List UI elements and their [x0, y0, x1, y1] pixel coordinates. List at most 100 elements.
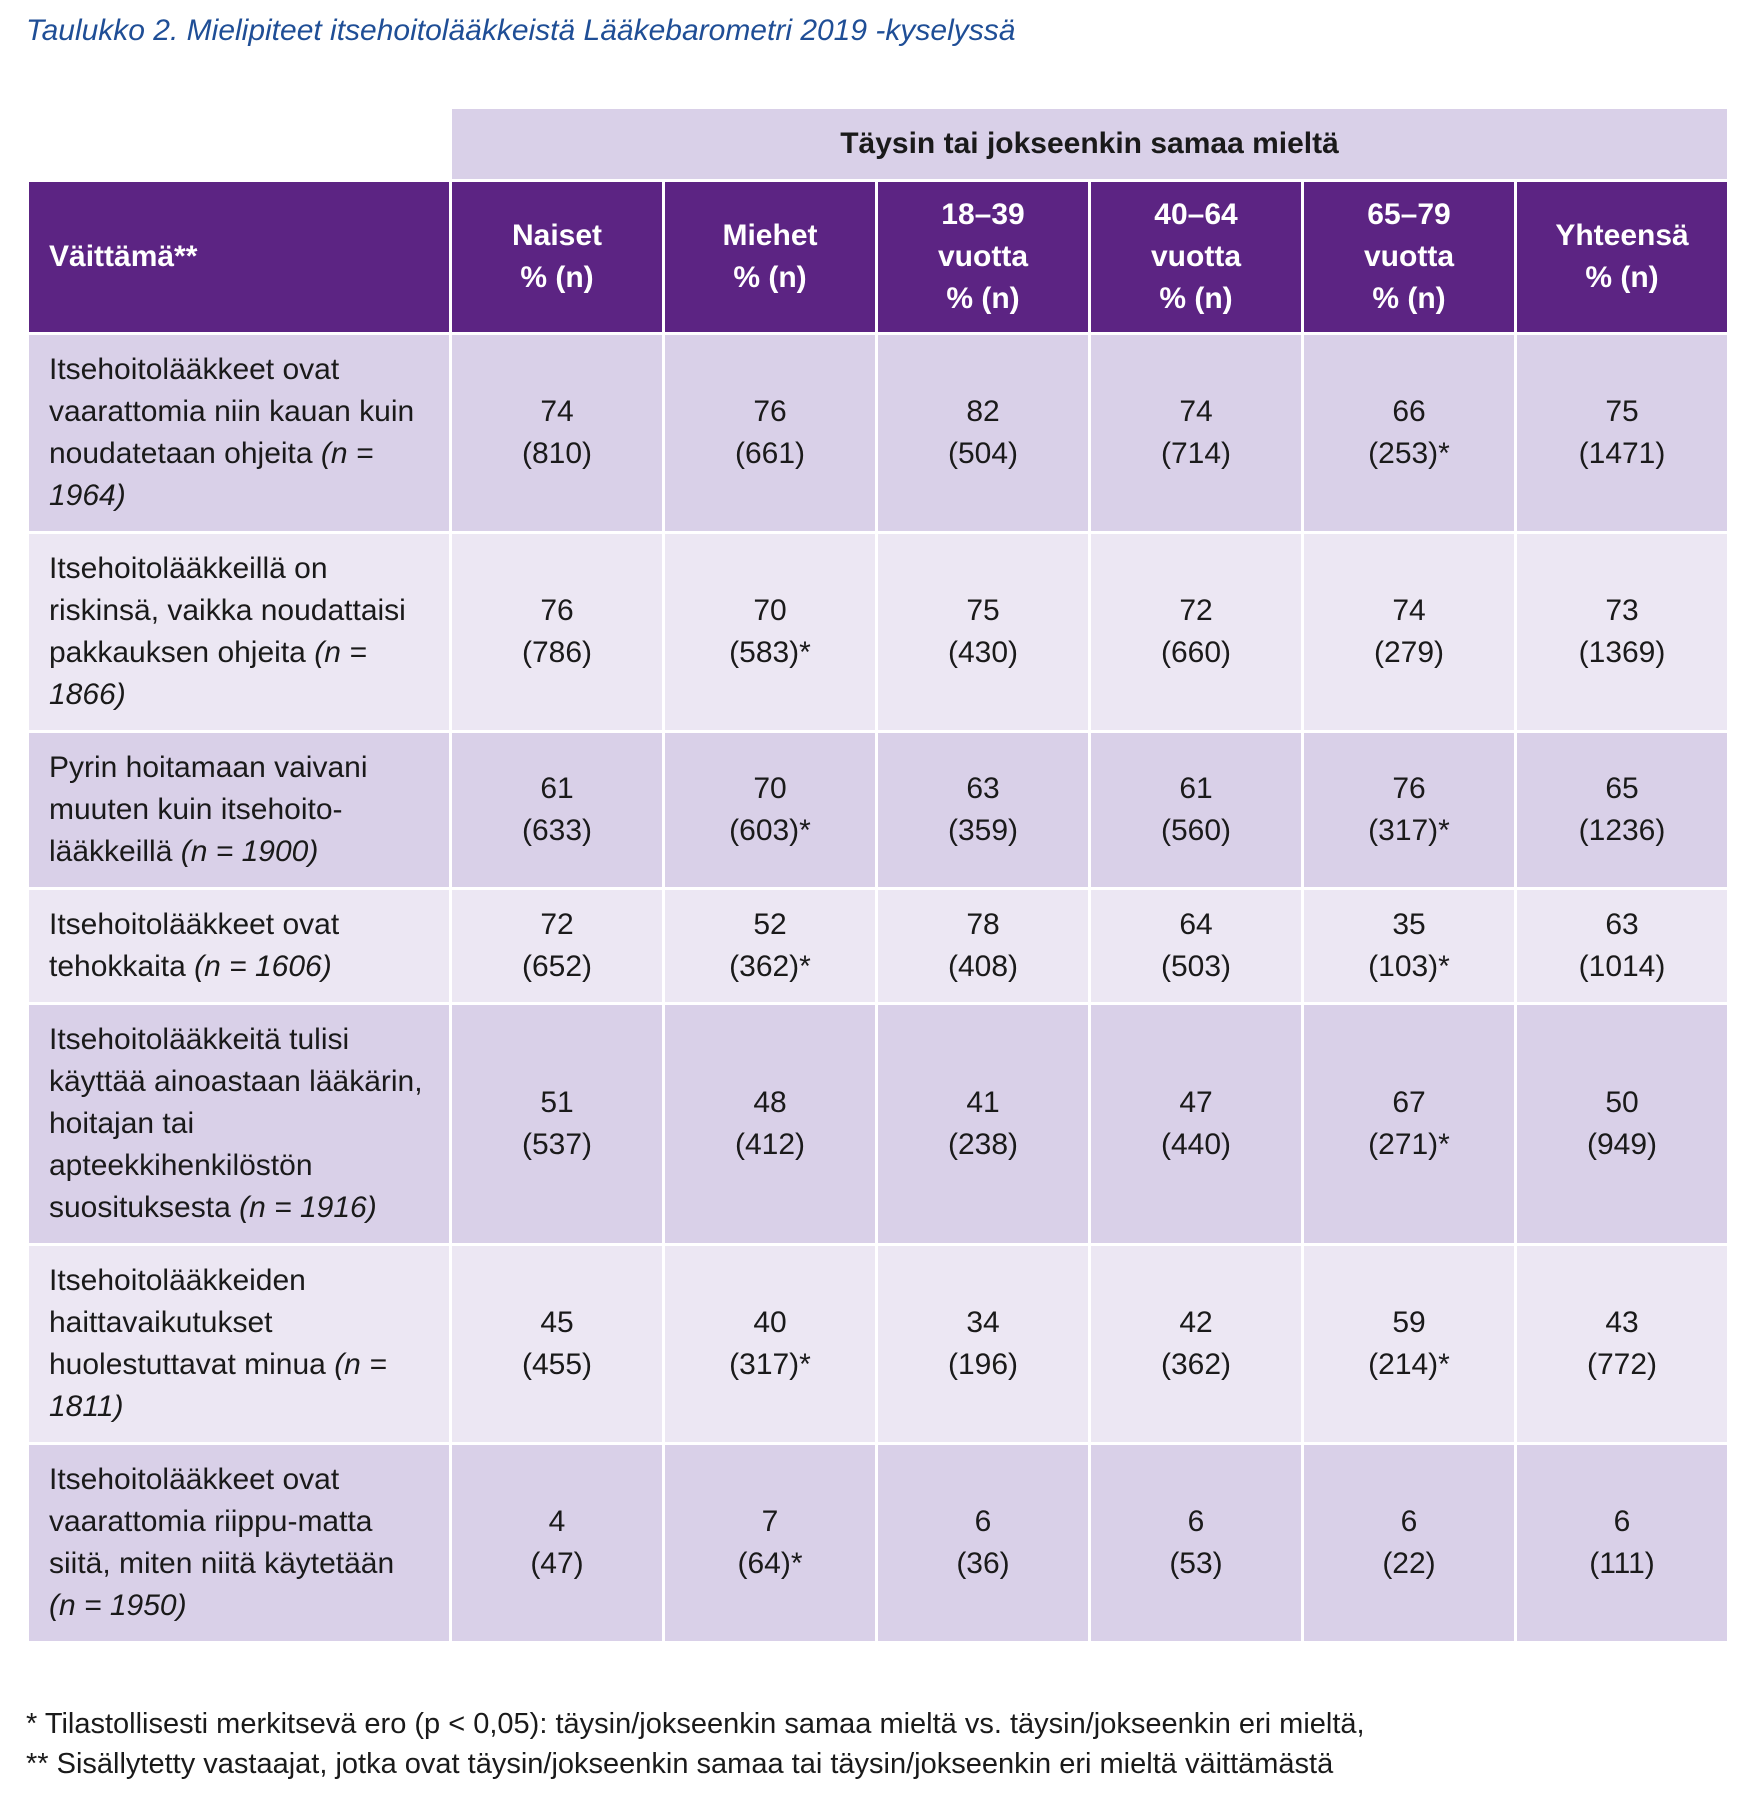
table-row: Itsehoitolääkkeitä tulisi käyttää ainoas…	[29, 1005, 1728, 1243]
value-n: (214)*	[1368, 1348, 1450, 1381]
col-header-total: Yhteensä % (n)	[1517, 182, 1728, 332]
value-n: (652)	[521, 950, 593, 983]
value-n: (317)*	[1368, 814, 1450, 847]
col-header-age-65-79: 65–79 vuotta % (n)	[1304, 182, 1514, 332]
value-cell: 35 (103)*	[1304, 890, 1514, 1002]
footnote-included: ** Sisällytetty vastaajat, jotka ovat tä…	[26, 1748, 1334, 1780]
value-n: (603)*	[729, 814, 811, 847]
value-pct: 72	[1179, 594, 1213, 627]
value-cell: 72 (652)	[452, 890, 662, 1002]
value-pct: 50	[1605, 1086, 1639, 1119]
value-cell: 63 (359)	[878, 733, 1088, 887]
col-header-age-40-64: 40–64 vuotta % (n)	[1091, 182, 1301, 332]
table-row: Itsehoitolääkkeet ovat tehokkaita (n = 1…	[29, 890, 1728, 1002]
value-pct: 75	[966, 594, 1000, 627]
value-pct: 4	[548, 1505, 566, 1538]
value-n: (504)	[947, 437, 1019, 470]
group-header: Täysin tai jokseenkin samaa mieltä	[452, 109, 1728, 179]
table-row: Itsehoitolääkkeillä on riskinsä, vaikka …	[29, 534, 1728, 730]
statement-cell: Itsehoitolääkkeiden haittavaikutukset hu…	[29, 1246, 449, 1442]
value-cell: 66 (253)*	[1304, 335, 1514, 531]
value-cell: 59 (214)*	[1304, 1246, 1514, 1442]
value-pct: 74	[1392, 594, 1426, 627]
value-cell: 82 (504)	[878, 335, 1088, 531]
table-caption: Taulukko 2. Mielipiteet itsehoitolääkkei…	[26, 14, 1016, 47]
value-pct: 6	[1613, 1505, 1631, 1538]
value-cell: 70 (603)*	[665, 733, 875, 887]
statement-cell: Itsehoitolääkkeet ovat tehokkaita (n = 1…	[29, 890, 449, 1002]
value-n: (47)	[530, 1547, 584, 1580]
value-cell: 61 (560)	[1091, 733, 1301, 887]
value-n: (238)	[947, 1128, 1019, 1161]
value-n: (503)	[1160, 950, 1232, 983]
value-cell: 65 (1236)	[1517, 733, 1728, 887]
statement-cell: Pyrin hoitamaan vaivani muuten kuin itse…	[29, 733, 449, 887]
value-cell: 6 (22)	[1304, 1445, 1514, 1641]
value-n: (53)	[1169, 1547, 1223, 1580]
value-n: (317)*	[729, 1348, 811, 1381]
col-header-line: % (n)	[1159, 282, 1233, 315]
col-header-line: vuotta	[938, 240, 1028, 273]
value-pct: 41	[966, 1086, 1000, 1119]
value-cell: 7 (64)*	[665, 1445, 875, 1641]
value-n: (362)*	[729, 950, 811, 983]
value-cell: 6 (111)	[1517, 1445, 1728, 1641]
value-pct: 51	[540, 1086, 574, 1119]
value-pct: 43	[1605, 1306, 1639, 1339]
table-row: Itsehoitolääkkeiden haittavaikutukset hu…	[29, 1246, 1728, 1442]
value-n: (949)	[1586, 1128, 1658, 1161]
statement-n: (n = 1950)	[49, 1589, 187, 1622]
value-n: (22)	[1382, 1547, 1436, 1580]
value-n: (412)	[734, 1128, 806, 1161]
value-cell: 4 (47)	[452, 1445, 662, 1641]
col-header-age-18-39: 18–39 vuotta % (n)	[878, 182, 1088, 332]
col-header-line: Yhteensä	[1555, 219, 1689, 252]
value-cell: 76 (786)	[452, 534, 662, 730]
value-pct: 74	[1179, 395, 1213, 428]
statement-cell: Itsehoitolääkkeillä on riskinsä, vaikka …	[29, 534, 449, 730]
value-n: (583)*	[729, 636, 811, 669]
value-n: (661)	[734, 437, 806, 470]
value-pct: 34	[966, 1306, 1000, 1339]
value-n: (1014)	[1578, 950, 1666, 983]
value-n: (64)*	[737, 1547, 803, 1580]
statement-text: Itsehoitolääkkeillä on riskinsä, vaikka …	[49, 552, 406, 669]
value-n: (430)	[947, 636, 1019, 669]
value-n: (408)	[947, 950, 1019, 983]
value-cell: 6 (53)	[1091, 1445, 1301, 1641]
value-n: (196)	[947, 1348, 1019, 1381]
statement-cell: Itsehoitolääkkeitä tulisi käyttää ainoas…	[29, 1005, 449, 1243]
value-pct: 63	[966, 772, 1000, 805]
value-cell: 78 (408)	[878, 890, 1088, 1002]
col-header-line: Naiset	[511, 219, 603, 252]
value-n: (253)*	[1368, 437, 1450, 470]
value-cell: 47 (440)	[1091, 1005, 1301, 1243]
value-pct: 61	[1179, 772, 1213, 805]
value-cell: 63 (1014)	[1517, 890, 1728, 1002]
value-cell: 43 (772)	[1517, 1246, 1728, 1442]
value-cell: 61 (633)	[452, 733, 662, 887]
value-n: (103)*	[1368, 950, 1450, 983]
value-pct: 42	[1179, 1306, 1213, 1339]
col-header-line: 40–64	[1154, 198, 1238, 231]
col-header-naiset: Naiset % (n)	[452, 182, 662, 332]
value-pct: 7	[761, 1505, 779, 1538]
value-cell: 70 (583)*	[665, 534, 875, 730]
value-cell: 76 (661)	[665, 335, 875, 531]
value-pct: 76	[753, 395, 787, 428]
value-cell: 40 (317)*	[665, 1246, 875, 1442]
table-row: Pyrin hoitamaan vaivani muuten kuin itse…	[29, 733, 1728, 887]
opinions-table: Täysin tai jokseenkin samaa mieltä Väitt…	[26, 106, 1730, 1644]
statement-n: (n = 1916)	[239, 1191, 377, 1224]
value-pct: 72	[540, 908, 574, 941]
statement-text: Itsehoitolääkkeet ovat vaarattomia niin …	[49, 353, 415, 470]
footnote-significance: * Tilastollisesti merkitsevä ero (p < 0,…	[26, 1708, 1365, 1740]
value-cell: 76 (317)*	[1304, 733, 1514, 887]
statement-text: Itsehoitolääkkeiden haittavaikutukset hu…	[49, 1264, 326, 1381]
value-pct: 75	[1605, 395, 1639, 428]
value-cell: 34 (196)	[878, 1246, 1088, 1442]
value-pct: 65	[1605, 772, 1639, 805]
value-cell: 42 (362)	[1091, 1246, 1301, 1442]
header-blank-cell	[29, 109, 449, 179]
value-pct: 6	[974, 1505, 992, 1538]
